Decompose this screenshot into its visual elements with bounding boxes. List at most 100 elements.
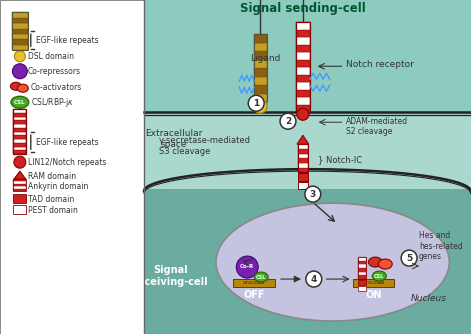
Circle shape [253,99,267,113]
Bar [296,52,310,60]
Bar [13,139,27,143]
Text: Ligand: Ligand [250,54,280,63]
Bar [13,181,26,184]
Bar [13,143,27,147]
Bar [13,184,26,186]
Bar [13,121,27,124]
Bar [13,113,27,117]
Text: CSL: CSL [374,274,384,279]
Ellipse shape [216,203,449,321]
Text: 4: 4 [310,275,317,284]
Bar [13,109,27,113]
Text: PEST domain: PEST domain [28,206,78,215]
Bar [358,265,366,268]
Bar [298,163,308,168]
Text: Signal
receiving-cell: Signal receiving-cell [134,265,208,287]
Bar [254,77,266,85]
Bar [298,158,308,163]
Bar [13,109,27,154]
Bar [358,261,366,265]
Bar [12,18,28,23]
Ellipse shape [368,257,383,267]
Bar [144,0,471,114]
Text: Co-activators: Co-activators [31,83,82,92]
Text: DSL domain: DSL domain [28,52,74,61]
Ellipse shape [373,271,386,281]
Bar [358,280,366,285]
Bar [0,0,144,334]
Bar [296,22,310,112]
Ellipse shape [10,82,21,90]
Bar [296,97,310,105]
Bar [12,34,28,39]
Bar [298,144,308,149]
Text: } Notch-IC: } Notch-IC [318,155,362,164]
Ellipse shape [378,259,392,269]
Bar [296,82,310,90]
Text: GTGGGAA: GTGGGAA [243,281,265,285]
Text: ON: ON [365,290,382,300]
Circle shape [280,113,296,129]
Bar [12,39,28,45]
Bar [298,173,308,181]
Circle shape [305,186,321,202]
Bar [13,124,27,128]
Text: EGF-like repeats: EGF-like repeats [36,138,99,147]
Bar [13,136,27,139]
Text: OFF: OFF [244,290,265,300]
Bar [13,205,26,214]
Bar [298,149,308,154]
Bar [358,257,366,261]
Bar [358,272,366,276]
Circle shape [14,156,26,168]
Bar [13,147,27,150]
Bar [254,34,266,43]
Ellipse shape [18,84,28,92]
Bar [298,154,308,158]
Bar [358,257,366,279]
Bar [12,23,28,29]
Bar [254,85,266,94]
Polygon shape [14,171,26,179]
Text: ADAM-mediated
S2 cleavage: ADAM-mediated S2 cleavage [346,117,408,136]
Bar [254,51,266,60]
Bar [144,189,471,334]
Bar [296,105,310,112]
Text: GTGGGAA: GTGGGAA [362,281,384,285]
Bar [298,168,308,172]
Bar [298,144,308,172]
Bar [13,179,26,191]
Text: Hes and
hes-related
genes: Hes and hes-related genes [419,231,463,261]
Text: TAD domain: TAD domain [28,195,74,204]
Ellipse shape [11,96,29,108]
Bar [254,68,266,77]
Bar [296,67,310,75]
Bar [13,189,26,191]
Text: 3: 3 [310,190,316,199]
Bar [13,186,26,189]
Text: 2: 2 [285,117,291,126]
Bar [358,276,366,279]
Bar [13,194,26,203]
Bar [254,94,266,102]
Ellipse shape [254,272,268,282]
Bar [12,29,28,34]
Text: Extracellular
space: Extracellular space [145,130,202,149]
Bar [144,114,471,189]
Text: CSL: CSL [14,100,26,105]
Bar [12,12,28,50]
Bar [296,90,310,97]
Circle shape [297,108,309,120]
Text: Notch receptor: Notch receptor [346,60,413,69]
Text: Co-repressors: Co-repressors [28,67,81,76]
Circle shape [401,250,417,266]
Bar [233,279,275,287]
Bar [298,182,308,189]
Bar [296,60,310,67]
Bar [296,30,310,37]
Bar [254,60,266,68]
Polygon shape [297,135,309,144]
Bar [12,12,28,18]
Circle shape [248,95,264,111]
Bar [296,37,310,45]
